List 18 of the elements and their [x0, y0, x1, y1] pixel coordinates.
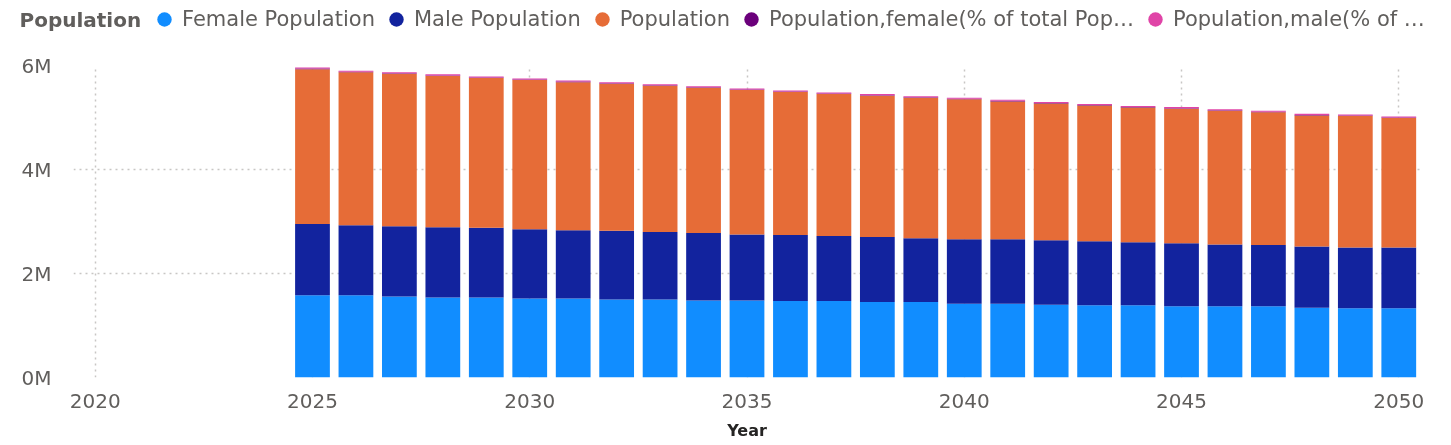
x-tick-label: 2020	[69, 388, 121, 413]
y-tick-label: 2M	[21, 261, 52, 286]
legend-label: Population,female(% of total Pop…	[769, 6, 1134, 33]
x-tick-label: 2025	[287, 388, 338, 413]
legend-label: Male Population	[413, 6, 581, 33]
y-tick-label: 0M	[21, 365, 52, 390]
x-tick-label: 2035	[721, 388, 773, 413]
x-tick-label: 2050	[1373, 388, 1425, 413]
legend-label: Female Population	[182, 6, 375, 33]
y-tick-label: 4M	[21, 157, 52, 182]
x-tick-label: 2045	[1156, 388, 1207, 413]
y-tick-label: 6M	[21, 53, 52, 78]
legend-title: Population	[19, 7, 142, 32]
x-axis-title: Year	[726, 420, 767, 440]
x-tick-label: 2040	[938, 388, 990, 413]
legend-label: Population	[619, 6, 731, 33]
x-tick-label: 2030	[504, 388, 556, 413]
legend-label: Population,male(% of …	[1172, 6, 1425, 33]
